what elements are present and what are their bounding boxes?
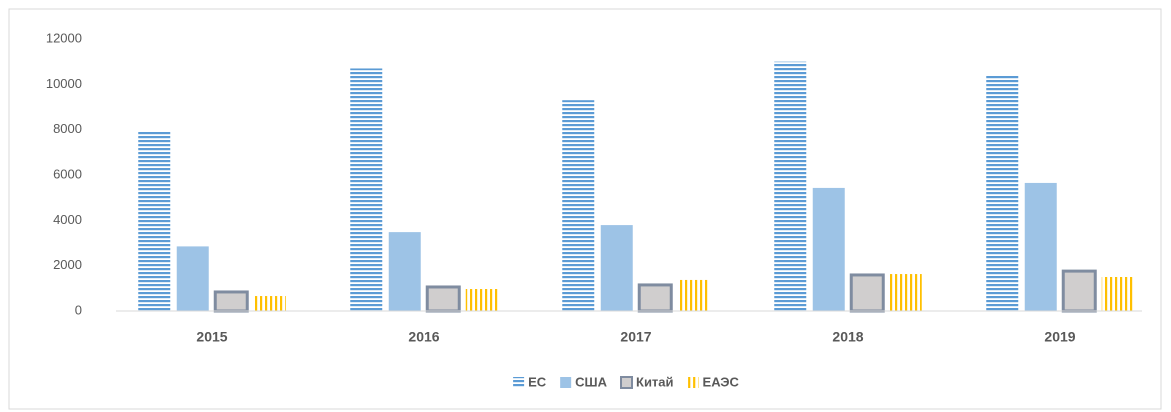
y-tick-label: 4000 [53,212,82,227]
bar [1024,182,1057,311]
bar [986,75,1019,312]
bar [176,246,209,311]
bar [600,225,633,311]
bar [350,68,383,311]
bar [889,274,922,311]
y-tick-label: 10000 [46,76,82,91]
bar [677,279,710,311]
bar [388,232,421,311]
legend-label: Китай [636,374,674,389]
legend-swatch [560,377,572,388]
bar [138,131,171,311]
bar [562,100,595,311]
bar [849,273,885,313]
legend-swatch [687,377,699,388]
bar [253,296,286,311]
bar [774,61,807,311]
bar [1061,269,1097,313]
y-tick-label: 0 [75,302,82,317]
bar [213,290,249,313]
bar [812,187,845,311]
x-tick-label: 2016 [408,329,439,345]
bar [465,289,498,311]
y-tick-label: 8000 [53,121,82,136]
bar [637,283,673,313]
legend-swatch [513,377,525,388]
legend-label: ЕС [528,374,547,389]
legend-swatch [620,376,634,389]
bar [1101,277,1134,311]
legend-label: США [575,374,607,389]
x-tick-label: 2018 [832,329,863,345]
x-tick-label: 2015 [196,329,227,345]
y-tick-label: 6000 [53,166,82,181]
y-tick-label: 2000 [53,257,82,272]
y-tick-label: 12000 [46,30,82,45]
bar [425,285,461,313]
x-tick-label: 2017 [620,329,651,345]
x-tick-label: 2019 [1044,329,1075,345]
legend-label: ЕАЭС [703,374,740,389]
legend: ЕС США Китай ЕАЭС [513,374,740,389]
